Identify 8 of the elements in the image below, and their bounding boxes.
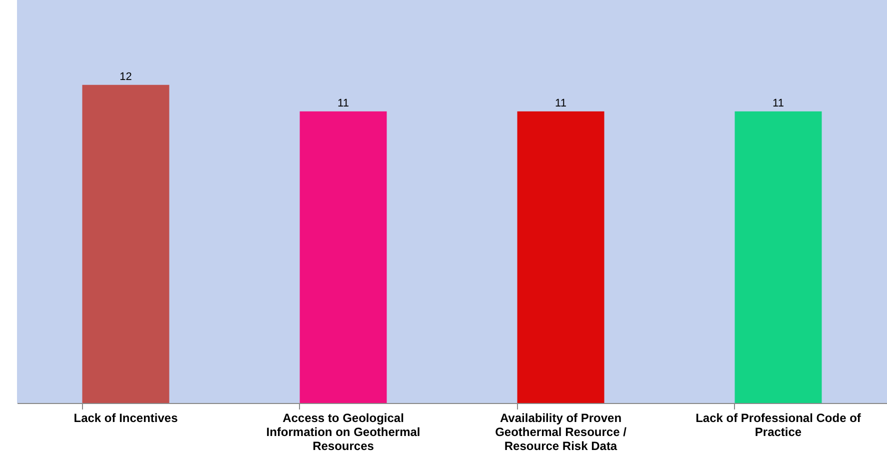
data-label: 11	[555, 97, 566, 110]
x-tick-label: Lack of Incentives	[74, 411, 178, 425]
x-tick-label: Lack of Professional Code of Practice	[696, 411, 862, 439]
x-tick-label: Access to Geological Information on Geothermal Resources	[266, 411, 420, 453]
data-label: 11	[338, 97, 349, 110]
x-tick-label: Availability of Proven Geothermal Resource / Resource Risk Data	[495, 411, 628, 453]
data-label: 12	[120, 70, 132, 83]
data-label: 11	[772, 97, 784, 110]
